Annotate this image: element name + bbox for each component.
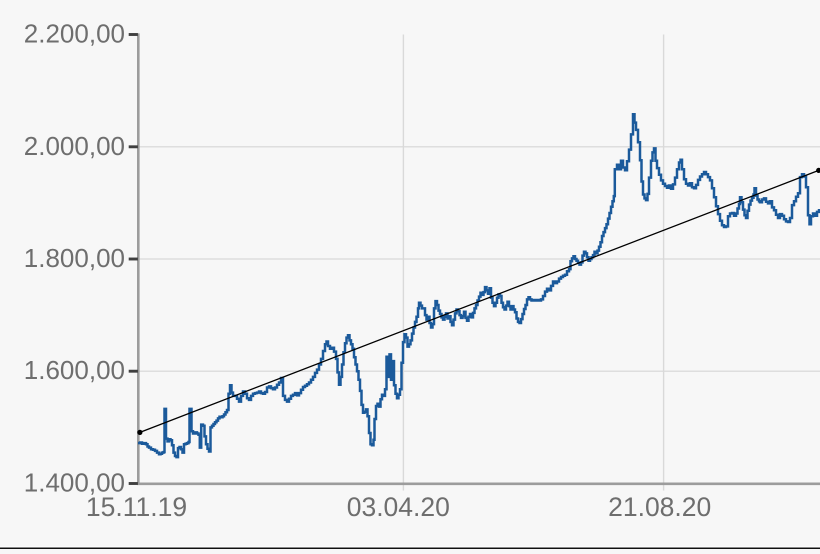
svg-text:2.000,00: 2.000,00 xyxy=(24,131,125,161)
svg-text:1.600,00: 1.600,00 xyxy=(24,355,125,385)
svg-text:21.08.20: 21.08.20 xyxy=(608,492,711,522)
svg-text:15.11.19: 15.11.19 xyxy=(86,492,187,522)
svg-text:1.800,00: 1.800,00 xyxy=(24,243,125,273)
svg-text:03.04.20: 03.04.20 xyxy=(347,492,450,522)
svg-text:2.200,00: 2.200,00 xyxy=(24,19,125,49)
svg-text:1.400,00: 1.400,00 xyxy=(24,468,125,498)
